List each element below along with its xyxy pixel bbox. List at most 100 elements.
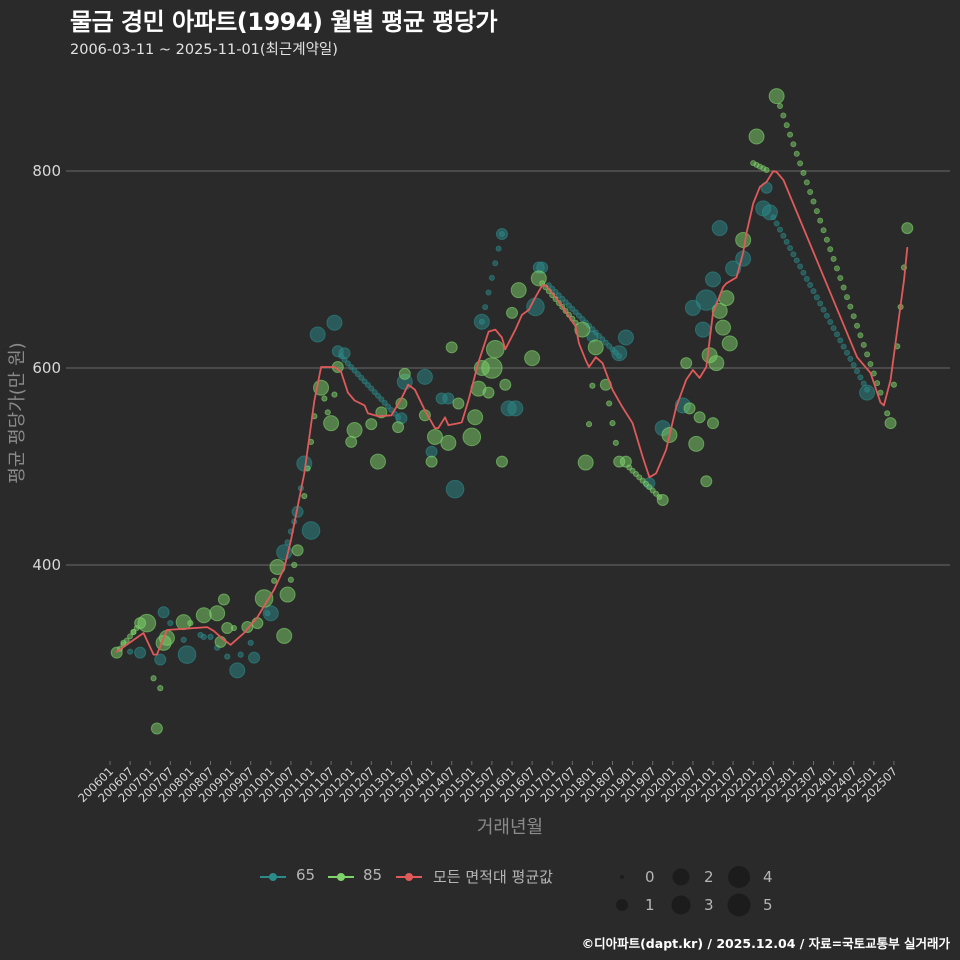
data-point: [683, 402, 696, 415]
data-point: [237, 651, 244, 658]
size-4-circle-icon: [728, 866, 750, 888]
interpolated-point: [381, 399, 388, 406]
data-point: [137, 613, 157, 633]
data-point: [392, 421, 405, 434]
size-label-1: 1: [645, 896, 655, 914]
legend-marker-icon: [405, 873, 413, 881]
interpolated-point: [833, 265, 840, 272]
data-point: [426, 428, 443, 445]
data-point: [440, 434, 457, 451]
data-point: [694, 321, 711, 338]
legend-label-average: 모든 면적대 평균값: [433, 868, 553, 886]
interpolated-point: [482, 304, 489, 311]
data-point: [445, 341, 458, 354]
data-point: [416, 368, 433, 385]
interpolated-point: [371, 389, 378, 396]
data-point: [326, 314, 343, 331]
interpolated-point: [344, 360, 351, 367]
data-point: [120, 639, 127, 646]
data-point: [262, 605, 279, 622]
data-point: [279, 586, 296, 603]
legend-label-65: 65: [296, 866, 316, 884]
average-line: [115, 170, 909, 656]
legend-marker-icon: [337, 873, 345, 881]
data-point: [338, 347, 351, 360]
data-point: [177, 645, 197, 664]
data-point: [890, 381, 898, 388]
interpolated-point: [830, 255, 837, 262]
interpolated-point: [780, 232, 787, 239]
data-point: [195, 607, 212, 624]
interpolated-point: [351, 367, 358, 374]
size-label-5: 5: [763, 896, 773, 914]
interpolated-point: [787, 245, 794, 252]
interpolated-point: [857, 332, 864, 339]
data-point: [611, 345, 628, 362]
data-point: [708, 355, 725, 372]
chart-subtitle: 2006-03-11 ~ 2025-11-01(최근계약일): [70, 42, 338, 58]
size-3-circle-icon: [671, 895, 691, 915]
interpolated-point: [857, 374, 864, 381]
interpolated-point: [492, 260, 499, 267]
series-85: [110, 88, 914, 735]
data-point: [248, 651, 261, 664]
data-point: [884, 410, 891, 417]
data-point: [700, 475, 713, 488]
data-point: [859, 384, 876, 401]
interpolated-point: [854, 368, 861, 375]
data-point: [901, 222, 914, 235]
data-point: [884, 417, 897, 430]
data-point: [452, 397, 465, 410]
data-point: [180, 636, 187, 643]
data-point: [241, 621, 254, 634]
series-65: [127, 181, 876, 679]
interpolated-point: [813, 294, 820, 301]
data-point: [134, 646, 147, 659]
data-point: [761, 204, 778, 221]
data-point: [271, 577, 278, 584]
source-caption: ©디아파트(dapt.kr) / 2025.12.04 / 자료=국토교통부 실…: [581, 936, 950, 951]
size-label-4: 4: [763, 868, 773, 886]
data-point: [291, 561, 298, 569]
data-point: [656, 493, 669, 506]
legend-key-average: [396, 873, 422, 881]
data-point: [467, 409, 484, 426]
data-point: [301, 492, 308, 500]
interpolated-point: [854, 322, 861, 329]
data-point: [425, 455, 438, 468]
interpolated-point: [780, 112, 787, 119]
data-point: [725, 260, 742, 277]
data-point: [370, 453, 386, 470]
data-point: [150, 675, 157, 682]
data-point: [510, 282, 527, 299]
interpolated-point: [783, 238, 790, 245]
data-point: [462, 427, 482, 447]
data-point: [680, 357, 693, 370]
chart-title: 물금 경민 아파트(1994) 월별 평균 평당가: [70, 8, 498, 36]
data-point: [157, 606, 170, 619]
interpolated-point: [810, 198, 817, 205]
data-point: [230, 624, 238, 632]
interpolated-point: [840, 284, 847, 291]
legend-key-85: [328, 873, 354, 881]
data-point: [711, 220, 728, 237]
data-point: [309, 326, 326, 343]
data-point: [346, 422, 363, 439]
interpolated-point: [847, 355, 854, 362]
data-point: [715, 319, 732, 336]
interpolated-point: [864, 351, 871, 358]
data-point: [331, 391, 338, 398]
interpolated-point: [763, 167, 770, 174]
interpolated-point: [837, 274, 844, 281]
interpolated-point: [844, 294, 851, 301]
x-axis: 2006012006072007012007072008012008072009…: [75, 761, 900, 805]
interpolated-point: [827, 246, 834, 253]
data-point: [499, 378, 512, 391]
data-point: [324, 409, 331, 416]
data-point: [301, 521, 321, 540]
interpolated-point: [817, 217, 824, 224]
data-point: [482, 386, 495, 399]
interpolated-point: [777, 226, 784, 233]
data-point: [619, 455, 632, 468]
data-point: [589, 382, 596, 389]
